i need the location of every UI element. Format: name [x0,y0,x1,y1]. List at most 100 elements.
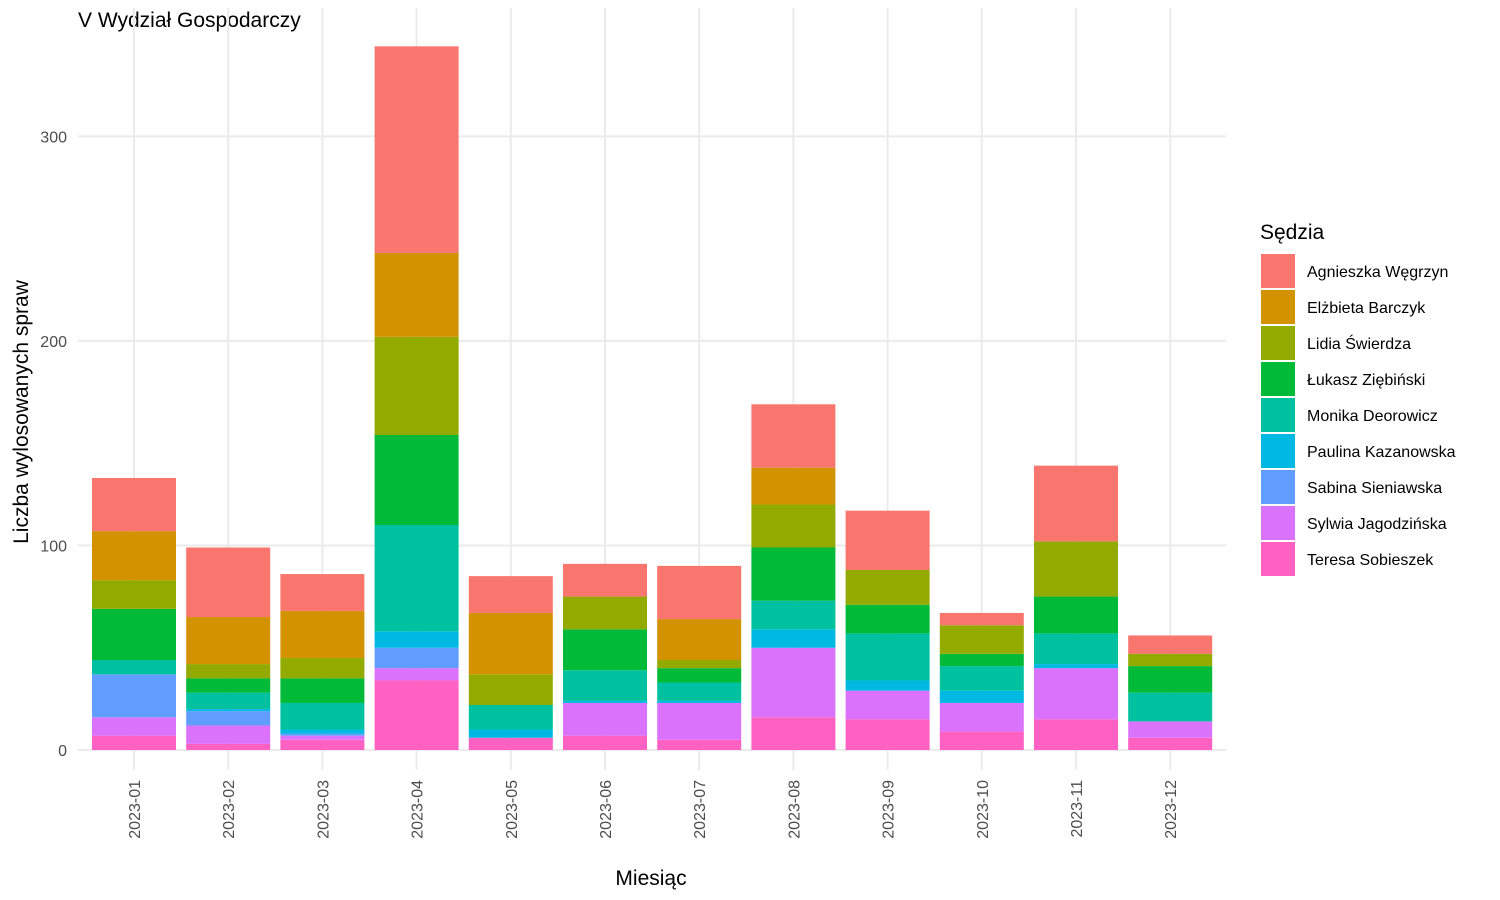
x-axis-ticks: 2023-01 2023-02 2023-03 2023-04 2023-05 2023-… [127,780,1180,839]
bar-segment [374,46,459,253]
bar-segment [374,252,459,337]
bar-segment [657,565,742,620]
bar-segment [563,629,647,671]
bar-segment [1034,541,1118,597]
bar-segment [657,739,742,750]
bar-segment [751,647,836,718]
bar-segment [186,725,271,744]
bar-segment [751,717,836,750]
bar-segment [657,619,742,660]
bar-segment [374,336,459,435]
bar-segment [657,668,742,683]
bar-segment [563,563,647,597]
bar-segment [468,704,553,730]
x-tick-label: 2023-03 [315,780,332,839]
bar-segment [845,510,930,570]
y-tick-label: 300 [40,129,67,146]
legend-swatch [1261,434,1295,468]
bar-segment [280,574,365,611]
bar-segment [657,659,742,669]
bar-segment [92,531,176,581]
bar-segment [1034,596,1118,634]
legend-label: Agnieszka Węgrzyn [1307,264,1448,281]
bar-segment [563,670,647,701]
bar-segment [939,731,1024,750]
bar-segment [939,690,1024,703]
legend-label: Elżbieta Barczyk [1307,300,1426,317]
bar-segment [751,547,836,601]
bar-segment [563,700,647,703]
legend-label: Teresa Sobieszek [1307,552,1434,569]
legend-label: Sabina Sieniawska [1307,480,1442,497]
bar-segment [1128,692,1213,722]
bar-segment [1128,721,1213,738]
bar-segment [92,659,176,675]
bar-segment [468,674,553,705]
legend-swatch [1261,398,1295,432]
legend-swatch [1261,506,1295,540]
bar-segment [468,737,553,750]
legend-label: Lidia Świerdza [1307,334,1411,353]
bar-segment [751,629,836,648]
bar-segment [280,702,365,730]
bar-segment [939,612,1024,626]
bar-segment [280,733,365,736]
bar-segment [280,729,365,734]
bar-segment [92,580,176,609]
bar-segment [468,729,553,738]
bar-segment [563,702,647,736]
bar-segment [751,467,836,505]
x-tick-label: 2023-07 [692,780,709,839]
bar-segment [374,631,459,648]
bar-segment [845,690,930,720]
bar-segment [92,735,176,750]
bar-segment [845,633,930,681]
x-tick-label: 2023-09 [881,780,898,839]
y-tick-label: 0 [58,743,67,760]
legend-title: Sędzia [1260,221,1325,244]
bar-segment [563,735,647,750]
bar-segment [186,617,271,665]
x-tick-label: 2023-10 [975,780,992,839]
bar-segment [751,600,836,630]
bar-segment [186,709,271,712]
bar-segment [657,700,742,703]
bar-segment [1034,633,1118,665]
bar-segment [939,702,1024,732]
bar-segment [92,477,176,532]
bar-segment [1034,668,1118,720]
bar-segment [186,678,271,693]
legend-label: Monika Deorowicz [1307,408,1438,425]
legend-label: Łukasz Ziębiński [1307,372,1425,389]
bar-segment [186,692,271,710]
x-tick-label: 2023-02 [221,780,238,839]
legend: Sędzia Agnieszka Węgrzyn Elżbieta Barczyk… [1260,221,1456,576]
bar-segment [374,647,459,669]
bar-segment [845,604,930,634]
bar-segment [186,664,271,679]
legend-swatch [1261,362,1295,396]
bar-segment [468,612,553,675]
bar-segment [92,674,176,718]
bar-segment [186,743,271,750]
x-tick-label: 2023-01 [127,780,144,839]
bar-segment [374,524,459,632]
legend-swatch [1261,290,1295,324]
bar-segment [280,678,365,703]
legend-label: Paulina Kazanowska [1307,444,1456,461]
bar-segment [657,682,742,701]
legend-swatch [1261,470,1295,504]
bar-segment [657,702,742,740]
bar-segment [186,711,271,726]
x-tick-label: 2023-11 [1069,780,1086,838]
bar-segment [280,610,365,658]
x-tick-label: 2023-12 [1163,780,1180,839]
bar-segment [939,666,1024,691]
x-tick-label: 2023-08 [786,780,803,839]
bar-segment [1128,666,1213,693]
bar-segment [374,434,459,525]
bar-segment [280,739,365,750]
bars [92,46,1213,750]
bar-segment [280,657,365,679]
